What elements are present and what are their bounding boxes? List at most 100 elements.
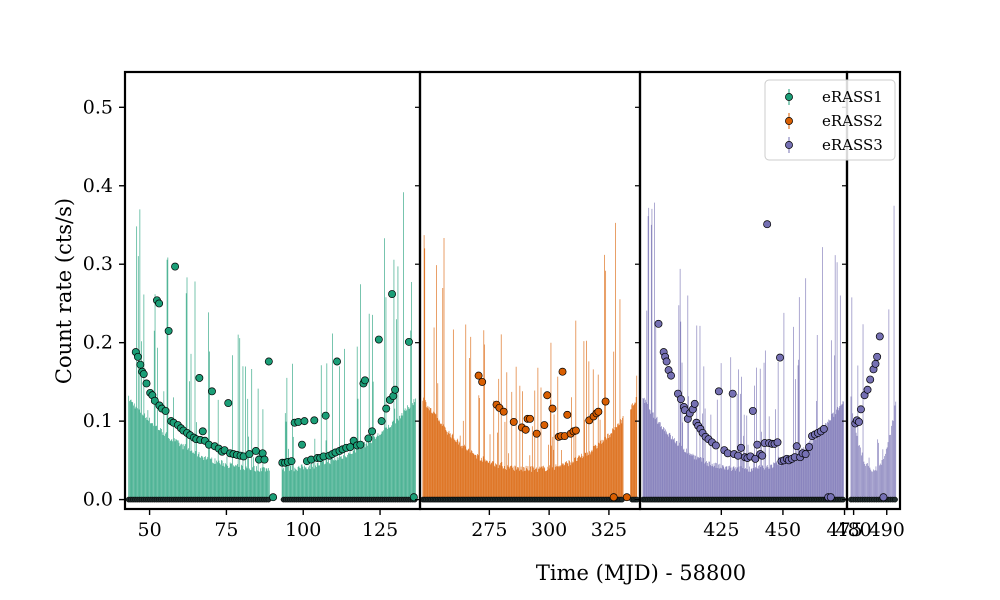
x-axis-title: Time (MJD) - 58800 (536, 561, 746, 585)
x-tick-label: 125 (362, 519, 398, 541)
data-point (509, 417, 518, 426)
legend-label: eRASS1 (822, 88, 883, 106)
x-tick-label: 425 (703, 519, 739, 541)
data-point (805, 443, 814, 451)
error-bars (422, 222, 638, 500)
data-point (198, 427, 207, 436)
panel-erass1: 50 75 100 125 (119, 70, 422, 541)
x-tick-label: 50 (137, 519, 161, 541)
data-point (298, 440, 306, 449)
data-point (801, 450, 810, 459)
data-point (260, 455, 269, 464)
data-point (139, 370, 148, 379)
panel-frame (845, 70, 902, 511)
data-point (667, 371, 676, 380)
data-point (543, 391, 552, 400)
data-point (264, 357, 273, 366)
data-point (251, 446, 260, 455)
data-point (142, 379, 151, 388)
data-point (753, 440, 762, 449)
data-point (133, 352, 142, 361)
data-point (734, 451, 743, 460)
zero-rate-points (420, 496, 640, 503)
legend-marker (785, 141, 793, 149)
x-tick-label: 300 (531, 519, 567, 541)
data-point (333, 357, 341, 366)
data-point (478, 377, 487, 386)
x-tick-label: 490 (869, 519, 905, 541)
data-point (711, 441, 720, 450)
data-point (654, 319, 663, 328)
data-point (521, 425, 530, 434)
data-point (871, 359, 880, 368)
legend-box (764, 79, 896, 161)
x-tick-label: 100 (285, 519, 321, 541)
panel-plot-area (125, 192, 418, 503)
data-point (208, 387, 216, 396)
legend-item-erass1: eRASS1 (785, 88, 883, 106)
data-point (826, 493, 835, 502)
legend-item-erass3: eRASS3 (785, 136, 883, 154)
data-points (474, 367, 631, 502)
x-tick-label: 480 (835, 519, 871, 541)
data-point (224, 399, 233, 408)
y-tick-label: 0.2 (83, 332, 113, 354)
data-point (499, 407, 508, 416)
legend-label: eRASS3 (822, 136, 883, 154)
data-point (792, 442, 801, 451)
data-point (776, 353, 784, 362)
panel-plot-area (640, 202, 846, 503)
data-point (879, 493, 888, 502)
data-point (361, 376, 369, 385)
data-point (300, 417, 309, 426)
x-tick-label: 450 (765, 519, 801, 541)
data-point (875, 332, 884, 341)
data-points (654, 220, 835, 502)
y-axis-title: Count rate (cts/s) (52, 198, 76, 384)
data-point (526, 414, 534, 423)
panel-plot-area (420, 222, 640, 503)
data-point (601, 397, 610, 406)
data-points (131, 262, 418, 502)
data-point (594, 407, 603, 416)
data-point (548, 404, 557, 413)
data-point (388, 290, 396, 298)
data-point (391, 385, 400, 394)
data-point (763, 220, 772, 229)
panel-erass2: 275 300 325 (415, 70, 642, 541)
data-point (532, 429, 541, 438)
data-point (571, 426, 580, 435)
data-point (558, 367, 567, 376)
data-point (368, 427, 377, 436)
data-point (676, 395, 685, 404)
data-point (321, 411, 330, 420)
x-tick-label: 475 (826, 519, 862, 541)
y-tick-label: 0.4 (83, 175, 113, 197)
y-tick-label: 0.5 (83, 96, 113, 118)
data-point (609, 493, 618, 502)
data-point (377, 417, 386, 426)
data-point (155, 299, 164, 308)
data-point (136, 360, 145, 369)
y-tick-label: 0.1 (83, 410, 113, 432)
data-point (374, 335, 383, 344)
data-point (161, 406, 170, 415)
data-point (404, 337, 413, 346)
legend: eRASS1 eRASS2 eRASS3 (764, 79, 896, 161)
data-point (690, 399, 699, 408)
data-point (195, 374, 204, 382)
data-point (873, 352, 882, 361)
panel-plot-area (848, 205, 898, 503)
x-tick-label: 325 (591, 519, 627, 541)
error-bars (128, 192, 416, 500)
data-point (364, 434, 373, 443)
data-point (854, 417, 863, 426)
data-point (474, 371, 483, 380)
data-point (310, 416, 319, 425)
y-tick-label: 0.0 (83, 489, 113, 511)
zero-rate-points (848, 496, 898, 503)
data-point (245, 450, 254, 459)
